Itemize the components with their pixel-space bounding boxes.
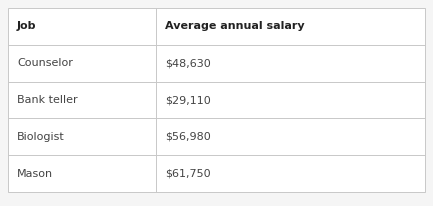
Bar: [8, 8, 425, 192]
Text: Biologist: Biologist: [17, 132, 65, 142]
Text: Job: Job: [17, 21, 36, 31]
Text: Average annual salary: Average annual salary: [165, 21, 305, 31]
Text: $29,110: $29,110: [165, 95, 211, 105]
Bar: [8, 8, 425, 192]
Text: $48,630: $48,630: [165, 58, 211, 68]
Text: $61,750: $61,750: [165, 169, 211, 179]
Text: Mason: Mason: [17, 169, 53, 179]
Text: Bank teller: Bank teller: [17, 95, 78, 105]
Text: $56,980: $56,980: [165, 132, 211, 142]
Text: Counselor: Counselor: [17, 58, 73, 68]
